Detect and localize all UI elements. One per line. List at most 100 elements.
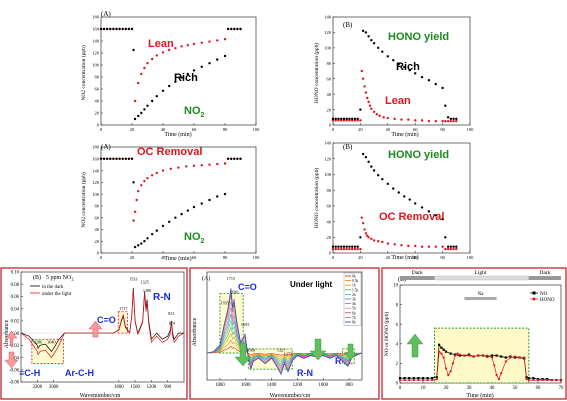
data-point [431,378,434,382]
data-point [236,27,239,31]
data-point [427,210,431,213]
chart-no-hono-time: (B) NO or HONO (ppb) Time (min) 01020304… [383,270,564,399]
y-tick-label: 4 [396,343,399,348]
annotation-hono-yield: HONO yield [388,149,449,161]
x-tick-label: 100 [467,255,475,260]
spectrum-line [206,288,363,376]
spectrum-line [206,339,363,358]
data-point [364,232,368,235]
y-tick-label: 0.00 [11,332,20,337]
data-point [180,45,183,48]
frame-panel-6 [189,267,380,400]
y-tick-label: 100 [92,192,100,197]
data-point [414,244,417,248]
data-point [386,55,389,58]
y-tick-label: 10 [393,284,398,289]
y-tick-label: 2 [396,362,399,367]
panel-letter: (B) [343,143,353,151]
peak-label: 1327 [277,348,285,353]
data-point [438,343,441,346]
annotation-oc-removal: OC Removal [379,211,444,223]
data-point [137,244,140,247]
chart-hono-oc-removal: (B) HONO concentration (ppb) Time (min) … [313,141,474,261]
data-point [132,48,135,52]
data-point [146,237,149,240]
data-point [208,40,211,43]
data-point [345,247,348,251]
data-point [102,27,106,31]
y-axis-label: Absorbance [192,317,198,346]
data-point [143,66,146,70]
data-point [180,212,183,216]
data-point [342,117,346,121]
data-point [431,377,434,380]
data-point [367,236,370,239]
data-point [118,27,121,31]
data-point [216,58,219,61]
legend-label: in the dark [42,285,64,290]
data-point [435,377,438,381]
data-point [331,247,335,251]
data-point [174,47,177,50]
data-point [434,119,437,123]
data-point [449,247,453,251]
spectrum-line [206,320,363,365]
data-point [442,348,445,351]
y-tick-label: 0.10 [11,271,20,276]
data-point [361,152,365,156]
data-point [124,27,128,31]
x-tick-label: 40 [161,127,166,132]
data-point [420,75,424,79]
data-point [426,378,429,382]
data-point [441,218,444,221]
spectrum-line [206,301,363,371]
data-point [356,247,359,251]
x-tick-label: 20 [130,255,135,260]
arrow-up [5,330,18,346]
peak-label: 831 [168,311,174,316]
data-point [495,354,498,357]
chart-subtitle: 5 ppm NO2 [46,275,74,282]
data-point [342,245,346,248]
data-point [109,157,112,160]
y-tick-label: 120 [92,180,100,185]
data-point [527,378,530,382]
arrow-up [406,333,424,358]
data-point [223,54,227,58]
data-point [239,157,242,160]
data-point [223,38,227,41]
panel-letter: (A) [202,275,210,282]
data-point [441,245,444,248]
spectrum-line [206,314,363,367]
data-point [386,182,389,186]
data-point [115,157,118,160]
data-point [348,247,351,251]
data-point [509,356,512,359]
data-point [420,206,424,209]
data-point [118,157,121,160]
data-point [353,247,357,251]
legend-label: 2h [352,293,356,297]
data-point [370,38,373,42]
data-point [414,72,417,75]
data-point [381,50,384,53]
y-tick-label: 20 [95,111,100,116]
data-point [497,377,500,381]
data-point [208,62,211,65]
legend-label: 0.5h [352,279,358,283]
data-point [109,27,112,31]
data-point [150,99,154,103]
data-point [426,377,429,380]
highlight-co-region [117,311,128,334]
data-point [417,377,420,380]
data-point [367,35,370,38]
annotation-hono-yield: HONO yield [388,31,449,43]
data-point [99,157,103,160]
data-point [417,378,420,382]
data-point [132,219,135,222]
data-point [169,167,172,170]
legend-label: 1.5h [352,288,358,292]
y-tick-label: 20 [95,239,100,244]
data-point [337,245,340,248]
data-point [99,27,103,31]
